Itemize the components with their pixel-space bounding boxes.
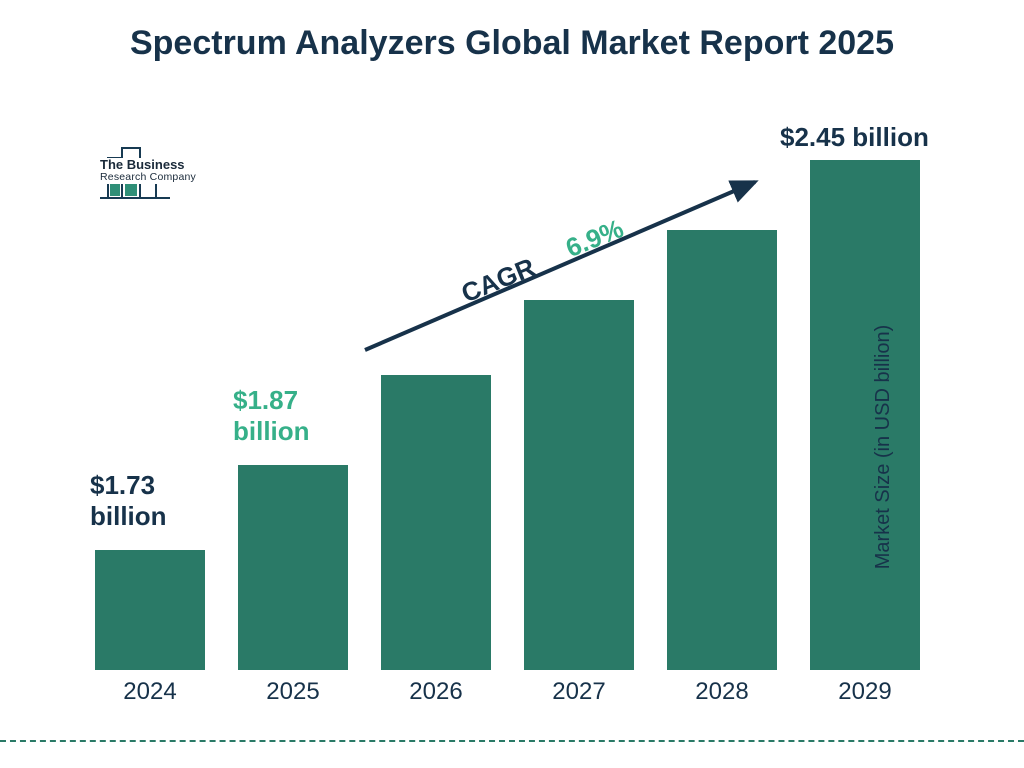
data-label-2025: $1.87 billion (233, 385, 310, 447)
data-label-2029: $2.45 billion (780, 122, 929, 153)
bar-2026 (381, 375, 491, 670)
x-label-2029: 2029 (810, 678, 920, 706)
bar-2024 (95, 550, 205, 670)
chart-title: Spectrum Analyzers Global Market Report … (0, 22, 1024, 65)
x-label-2028: 2028 (667, 678, 777, 706)
growth-arrow (355, 170, 775, 375)
x-label-2026: 2026 (381, 678, 491, 706)
x-label-2027: 2027 (524, 678, 634, 706)
chart-container: Spectrum Analyzers Global Market Report … (0, 0, 1024, 768)
bar-2029 (810, 160, 920, 670)
x-label-2024: 2024 (95, 678, 205, 706)
y-axis-label: Market Size (in USD billion) (872, 325, 895, 570)
bar-2025 (238, 465, 348, 670)
data-label-2024: $1.73 billion (90, 470, 167, 532)
footer-dashed-line (0, 740, 1024, 742)
x-label-2025: 2025 (238, 678, 348, 706)
